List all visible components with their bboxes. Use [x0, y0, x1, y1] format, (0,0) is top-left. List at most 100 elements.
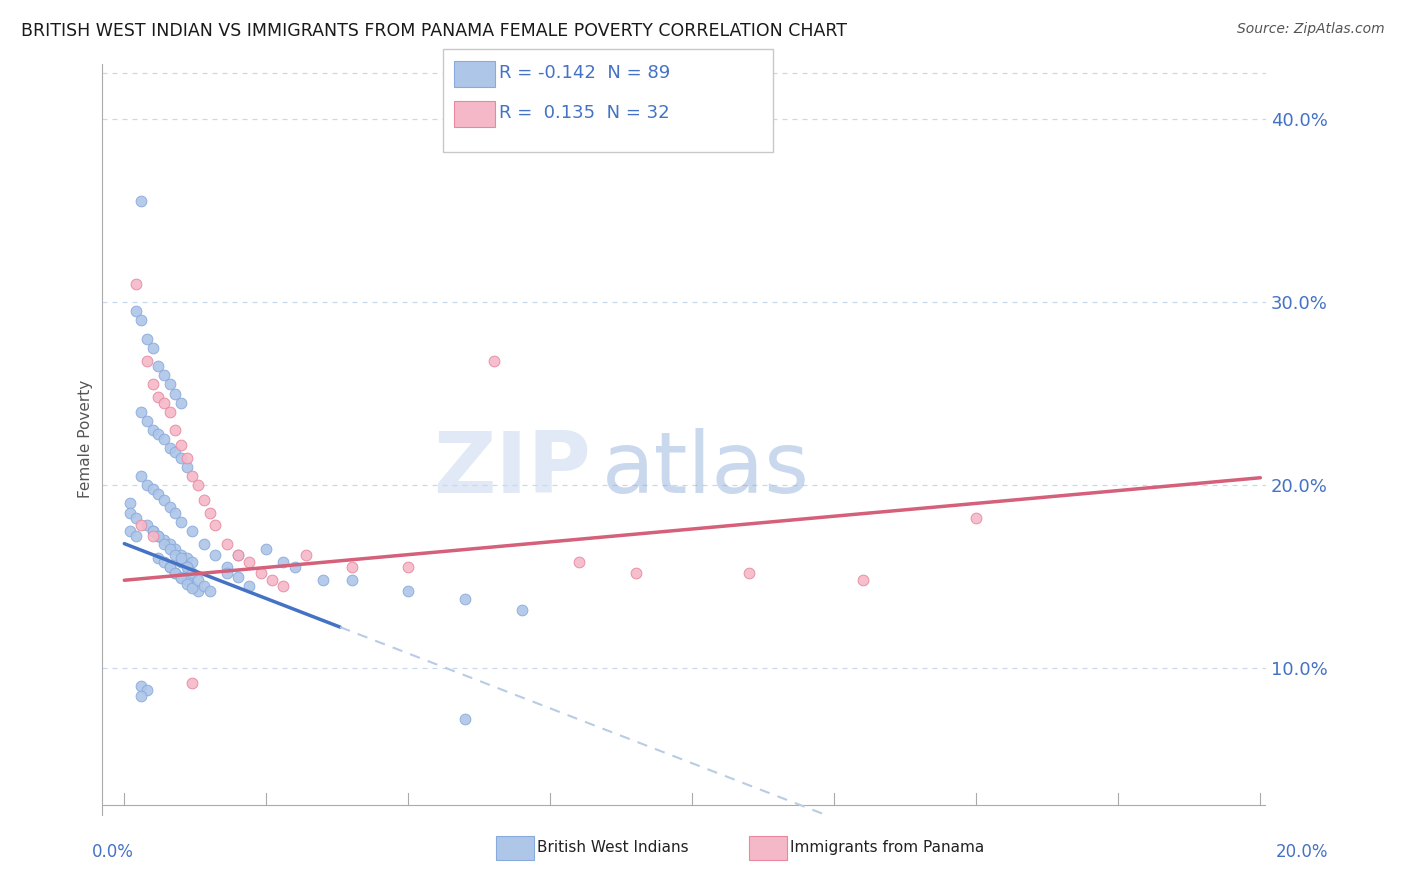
- Point: [165, 386, 187, 401]
- Point: [454, 712, 477, 726]
- Point: [148, 487, 170, 501]
- Point: [204, 518, 226, 533]
- Text: BRITISH WEST INDIAN VS IMMIGRANTS FROM PANAMA FEMALE POVERTY CORRELATION CHART: BRITISH WEST INDIAN VS IMMIGRANTS FROM P…: [21, 22, 846, 40]
- Point: [170, 571, 193, 585]
- Point: [170, 395, 193, 409]
- Point: [153, 433, 176, 447]
- Point: [198, 506, 221, 520]
- Point: [153, 555, 176, 569]
- Text: R = -0.142  N = 89: R = -0.142 N = 89: [499, 64, 671, 82]
- Point: [131, 405, 153, 419]
- Point: [260, 574, 283, 588]
- Point: [165, 548, 187, 562]
- Point: [142, 482, 165, 496]
- Point: [215, 566, 238, 580]
- Point: [142, 341, 165, 355]
- Point: [131, 469, 153, 483]
- Point: [118, 506, 141, 520]
- Point: [148, 426, 170, 441]
- Point: [159, 405, 181, 419]
- Point: [125, 529, 148, 543]
- Point: [159, 536, 181, 550]
- Point: [396, 584, 419, 599]
- Point: [148, 551, 170, 566]
- Point: [165, 542, 187, 557]
- Y-axis label: Female Poverty: Female Poverty: [79, 380, 93, 499]
- Point: [118, 496, 141, 510]
- Point: [142, 423, 165, 437]
- Point: [148, 359, 170, 373]
- Point: [170, 548, 193, 562]
- Point: [176, 560, 198, 574]
- Point: [181, 524, 204, 538]
- Point: [153, 368, 176, 383]
- Point: [136, 478, 159, 492]
- Point: [170, 515, 193, 529]
- Text: Immigrants from Panama: Immigrants from Panama: [790, 840, 984, 855]
- Point: [193, 492, 215, 507]
- Point: [295, 548, 318, 562]
- Point: [226, 548, 249, 562]
- Point: [340, 560, 363, 574]
- Point: [193, 536, 215, 550]
- Point: [131, 194, 153, 209]
- Point: [148, 529, 170, 543]
- Point: [568, 555, 591, 569]
- Point: [165, 423, 187, 437]
- Point: [176, 551, 198, 566]
- Point: [852, 574, 875, 588]
- Point: [510, 602, 533, 616]
- Point: [159, 442, 181, 456]
- Point: [181, 469, 204, 483]
- Point: [142, 524, 165, 538]
- Point: [125, 277, 148, 291]
- Point: [148, 390, 170, 404]
- Point: [215, 536, 238, 550]
- Point: [142, 524, 165, 538]
- Point: [159, 500, 181, 514]
- Point: [187, 574, 209, 588]
- Point: [165, 566, 187, 580]
- Point: [136, 332, 159, 346]
- Point: [159, 560, 181, 574]
- Point: [187, 584, 209, 599]
- Point: [238, 579, 260, 593]
- Point: [131, 313, 153, 327]
- Point: [226, 548, 249, 562]
- Point: [249, 566, 271, 580]
- Point: [181, 579, 204, 593]
- Point: [284, 560, 307, 574]
- Point: [273, 555, 295, 569]
- Point: [136, 353, 159, 368]
- Point: [482, 353, 505, 368]
- Point: [125, 304, 148, 318]
- Point: [125, 511, 148, 525]
- Point: [170, 555, 193, 569]
- Point: [153, 533, 176, 547]
- Point: [136, 683, 159, 698]
- Point: [136, 518, 159, 533]
- Point: [131, 518, 153, 533]
- Point: [142, 529, 165, 543]
- Point: [153, 395, 176, 409]
- Point: [396, 560, 419, 574]
- Point: [142, 377, 165, 392]
- Point: [165, 506, 187, 520]
- Text: atlas: atlas: [602, 428, 810, 511]
- Point: [340, 574, 363, 588]
- Point: [131, 689, 153, 703]
- Point: [181, 675, 204, 690]
- Point: [238, 555, 260, 569]
- Point: [187, 478, 209, 492]
- Point: [176, 450, 198, 465]
- Text: 20.0%: 20.0%: [1277, 843, 1329, 861]
- Point: [226, 569, 249, 583]
- Point: [170, 450, 193, 465]
- Point: [153, 492, 176, 507]
- Text: R =  0.135  N = 32: R = 0.135 N = 32: [499, 104, 669, 122]
- Point: [136, 414, 159, 428]
- Point: [624, 566, 647, 580]
- Point: [159, 560, 181, 574]
- Point: [454, 591, 477, 606]
- Point: [170, 438, 193, 452]
